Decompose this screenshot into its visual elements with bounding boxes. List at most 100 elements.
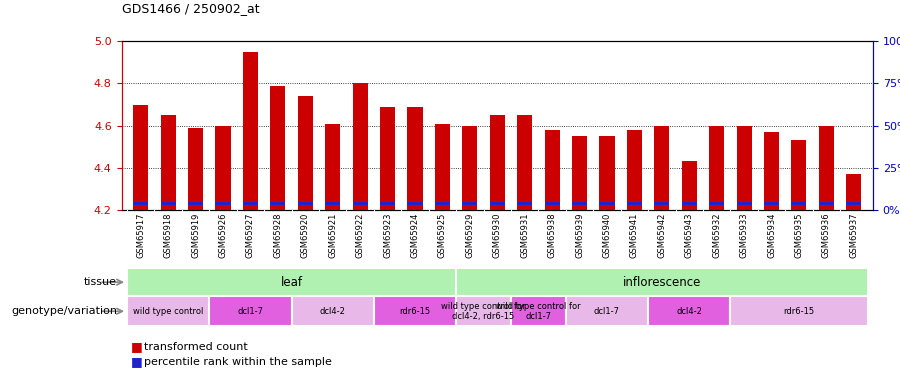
Text: GSM65924: GSM65924	[410, 212, 419, 258]
Bar	[215, 201, 230, 206]
Bar	[819, 126, 834, 210]
Bar	[681, 201, 697, 206]
Bar	[127, 296, 210, 326]
Text: GSM65931: GSM65931	[520, 212, 529, 258]
Bar	[215, 126, 230, 210]
Bar	[791, 201, 806, 206]
Bar	[353, 201, 368, 206]
Text: GSM65930: GSM65930	[493, 212, 502, 258]
Text: GSM65925: GSM65925	[438, 212, 447, 258]
Bar	[298, 96, 313, 210]
Text: GSM65917: GSM65917	[136, 212, 145, 258]
Bar	[846, 174, 861, 210]
Bar	[325, 201, 340, 206]
Text: ■: ■	[130, 356, 142, 368]
Bar	[408, 201, 422, 206]
Text: GSM65929: GSM65929	[465, 212, 474, 258]
Bar	[463, 126, 477, 210]
Bar	[599, 201, 615, 206]
Text: transformed count: transformed count	[144, 342, 248, 352]
Bar	[435, 201, 450, 206]
Bar	[490, 115, 505, 210]
Bar	[463, 201, 477, 206]
Text: GSM65919: GSM65919	[191, 212, 200, 258]
Bar	[408, 106, 422, 210]
Bar	[270, 86, 285, 210]
Text: genotype/variation: genotype/variation	[11, 306, 117, 316]
Bar	[764, 132, 779, 210]
Bar	[456, 296, 511, 326]
Bar	[374, 296, 456, 326]
Text: inflorescence: inflorescence	[623, 276, 701, 289]
Bar	[736, 201, 752, 206]
Text: GSM65932: GSM65932	[712, 212, 721, 258]
Bar	[764, 201, 779, 206]
Bar	[380, 201, 395, 206]
Bar	[188, 201, 203, 206]
Bar	[518, 201, 532, 206]
Text: GSM65927: GSM65927	[246, 212, 255, 258]
Text: GSM65918: GSM65918	[164, 212, 173, 258]
Text: GSM65921: GSM65921	[328, 212, 338, 258]
Bar	[736, 126, 752, 210]
Text: GDS1466 / 250902_at: GDS1466 / 250902_at	[122, 2, 259, 15]
Text: GSM65938: GSM65938	[547, 212, 556, 258]
Text: GSM65933: GSM65933	[740, 212, 749, 258]
Bar	[298, 201, 313, 206]
Text: wild type control for
dcl1-7: wild type control for dcl1-7	[496, 302, 580, 321]
Bar	[791, 140, 806, 210]
Text: GSM65942: GSM65942	[657, 212, 666, 258]
Text: leaf: leaf	[281, 276, 302, 289]
Text: GSM65934: GSM65934	[767, 212, 776, 258]
Text: GSM65928: GSM65928	[274, 212, 283, 258]
Bar	[456, 268, 868, 296]
Bar	[160, 201, 176, 206]
Bar	[846, 201, 861, 206]
Bar	[709, 201, 725, 206]
Bar	[133, 201, 148, 206]
Text: percentile rank within the sample: percentile rank within the sample	[144, 357, 332, 367]
Text: wild type control for
dcl4-2, rdr6-15: wild type control for dcl4-2, rdr6-15	[441, 302, 526, 321]
Text: GSM65923: GSM65923	[383, 212, 392, 258]
Bar	[544, 130, 560, 210]
Bar	[380, 106, 395, 210]
Text: GSM65920: GSM65920	[301, 212, 310, 258]
Text: dcl1-7: dcl1-7	[594, 307, 620, 316]
Text: wild type control: wild type control	[133, 307, 203, 316]
Text: dcl4-2: dcl4-2	[676, 307, 702, 316]
Text: tissue: tissue	[84, 277, 117, 287]
Text: GSM65926: GSM65926	[219, 212, 228, 258]
Text: GSM65937: GSM65937	[850, 212, 859, 258]
Bar	[566, 296, 648, 326]
Text: GSM65939: GSM65939	[575, 212, 584, 258]
Bar	[160, 115, 176, 210]
Bar	[572, 136, 587, 210]
Bar	[292, 296, 374, 326]
Bar	[681, 162, 697, 210]
Bar	[599, 136, 615, 210]
Bar	[518, 115, 532, 210]
Bar	[270, 201, 285, 206]
Text: rdr6-15: rdr6-15	[400, 307, 430, 316]
Text: dcl4-2: dcl4-2	[320, 307, 346, 316]
Text: rdr6-15: rdr6-15	[783, 307, 814, 316]
Bar	[490, 201, 505, 206]
Bar	[325, 123, 340, 210]
Text: GSM65941: GSM65941	[630, 212, 639, 258]
Bar	[133, 105, 148, 210]
Bar	[654, 126, 670, 210]
Bar	[626, 201, 642, 206]
Bar	[127, 268, 456, 296]
Bar	[353, 84, 368, 210]
Bar	[210, 296, 292, 326]
Text: ■: ■	[130, 340, 142, 353]
Bar	[544, 201, 560, 206]
Bar	[572, 201, 587, 206]
Bar	[709, 126, 725, 210]
Bar	[654, 201, 670, 206]
Bar	[626, 130, 642, 210]
Bar	[435, 123, 450, 210]
Bar	[243, 201, 258, 206]
Text: dcl1-7: dcl1-7	[238, 307, 264, 316]
Text: GSM65943: GSM65943	[685, 212, 694, 258]
